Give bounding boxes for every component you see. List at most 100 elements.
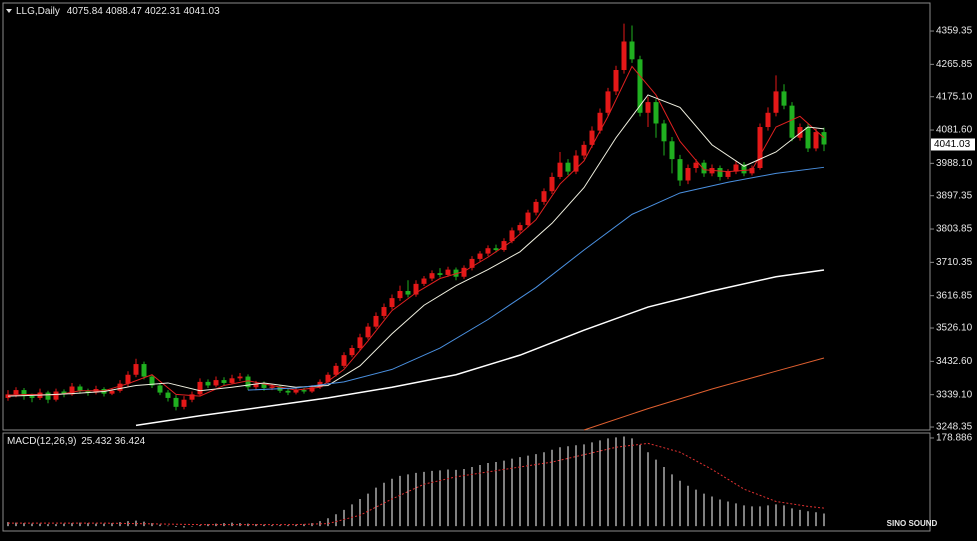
candle-body [229,378,235,383]
candle-body [541,191,547,202]
candle-body [109,390,115,394]
price-label: 4041.03 [934,139,971,150]
high: 4088.47 [106,6,143,17]
candle-body [245,376,251,388]
candle-body [725,171,731,177]
candle-body [781,91,787,106]
candle-body [757,127,763,169]
candle-body [181,399,187,407]
candle-body [381,307,387,316]
candle-body [45,392,51,400]
candle-body [253,383,259,388]
signal-line [8,442,825,526]
candle-body [677,159,683,181]
candle-body [461,267,467,277]
candle-body [469,258,475,268]
candle-body [589,130,595,145]
candle-body [653,102,659,124]
candle-body [613,70,619,92]
close: 4041.03 [184,6,221,17]
candle-body [581,144,587,156]
y-tick-label: 3710.35 [936,257,973,268]
macd-title: MACD(12,26,9) [7,436,76,447]
price-frame [2,2,931,431]
candle-body [621,41,627,71]
candle-body [741,164,747,174]
candle-body [237,376,243,379]
candle-body [357,337,363,349]
candle-body [493,248,499,251]
moving-average [583,357,825,431]
moving-average [247,166,825,391]
macd-header: MACD(12,26,9) 25.432 36.424 [7,436,146,447]
candle-body [373,315,379,327]
y-tick-label: 3432.60 [936,356,973,367]
open: 4075.84 [67,6,104,17]
candle-body [77,386,83,391]
y-tick-label: 3339.10 [936,389,973,400]
symbol: LLG,Daily [16,6,60,17]
candle-body [701,162,707,174]
y-tick-label: 4081.60 [936,125,973,136]
candle-body [637,59,643,113]
candle-body [445,269,451,275]
moving-average [7,65,825,397]
candle-body [437,273,443,275]
candle-body [309,387,315,392]
candle-body [685,168,691,181]
candle-body [53,391,59,400]
y-tick-label: 4175.10 [936,91,973,102]
candle-body [549,176,555,192]
candle-body [269,386,275,388]
y-tick-label: 3988.10 [936,158,973,169]
y-tick-label: 3803.85 [936,224,973,235]
candle-body [389,298,395,308]
candle-body [765,112,771,128]
candle-body [453,269,459,277]
candle-body [525,212,531,226]
candle-body [805,127,811,149]
watermark: SINO SOUND [887,519,938,528]
candle-body [29,396,35,398]
candle-body [125,374,131,384]
candle-body [165,392,171,398]
price-label-box [931,138,975,151]
candle-body [797,127,803,138]
y-tick-label: 4265.85 [936,59,973,70]
candle-body [477,253,483,259]
candle-body [333,365,339,375]
candle-body [21,390,27,397]
y-tick-label: 3248.35 [936,422,973,433]
candle-body [421,278,427,284]
candle-body [189,394,195,400]
candle-body [349,348,355,356]
candle-body [429,273,435,279]
candle-body [205,381,211,386]
candle-body [597,112,603,131]
macd-frame [2,432,931,532]
candle-body [213,380,219,386]
candle-body [197,381,203,395]
candle-body [365,326,371,338]
candle-body [69,386,75,395]
candle-body [325,374,331,382]
candle-body [173,397,179,407]
candle-body [261,383,267,388]
candle-body [533,201,539,213]
candle-body [501,241,507,251]
candle-body [157,385,163,393]
candle-body [645,102,651,113]
candle-body [397,290,403,299]
candle-body [293,390,299,393]
candle-body [669,141,675,160]
macd-last: 25.432 [81,436,112,447]
candle-body [413,283,419,295]
candle-body [341,355,347,366]
low: 4022.31 [145,6,182,17]
symbol-marker [6,9,12,13]
moving-average [135,269,825,427]
candle-body [717,168,723,177]
candle-body [141,364,147,377]
